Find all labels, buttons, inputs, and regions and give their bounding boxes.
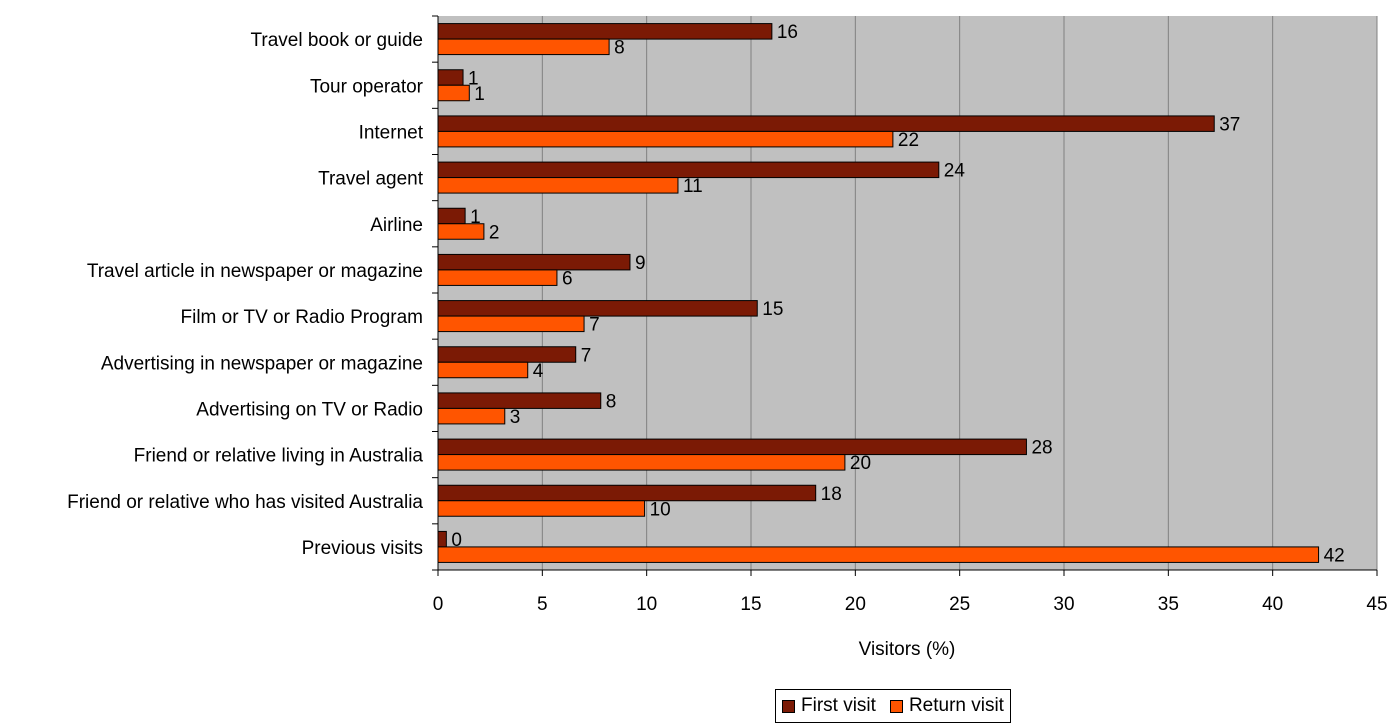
legend-swatch-return-visit <box>889 699 903 713</box>
category-label: Travel agent <box>318 169 424 190</box>
category-label: Tour operator <box>310 76 424 97</box>
bar-return-visit <box>437 38 610 56</box>
x-tick-label: 25 <box>949 594 970 615</box>
bar-first-visit <box>437 115 1215 132</box>
category-label: Travel article in newspaper or magazine <box>87 261 423 282</box>
x-tick-label: 45 <box>1366 594 1387 615</box>
x-tick-label: 15 <box>740 594 761 615</box>
bar-return-visit <box>437 500 646 517</box>
legend-item-return-visit: Return visit <box>889 695 1004 717</box>
bar-return-visit <box>437 546 1320 563</box>
category-label: Travel book or guide <box>250 30 423 51</box>
bar-return-visit <box>437 177 679 194</box>
data-label: 18 <box>821 484 842 505</box>
category-label: Advertising in newspaper or magazine <box>101 353 423 374</box>
bar-return-visit <box>437 269 558 286</box>
data-label: 42 <box>1324 545 1345 566</box>
x-axis-label: Visitors (%) <box>859 639 956 660</box>
data-label: 10 <box>650 499 671 520</box>
legend-item-first-visit: First visit <box>782 695 876 717</box>
category-label: Friend or relative who has visited Austr… <box>67 492 423 513</box>
data-label: 28 <box>1031 438 1052 459</box>
data-label: 1 <box>474 84 485 105</box>
category-label: Previous visits <box>302 538 423 559</box>
data-label: 15 <box>762 299 783 320</box>
bar-first-visit <box>437 346 577 363</box>
bar-first-visit <box>437 207 466 225</box>
x-tick-label: 20 <box>845 594 866 615</box>
data-label: 3 <box>510 407 521 428</box>
x-tick-label: 10 <box>636 594 657 615</box>
bar-return-visit <box>437 130 894 148</box>
x-tick-labels: 0 5 10 15 20 25 30 35 40 45 <box>433 594 1388 615</box>
data-label: 8 <box>614 38 625 59</box>
bar-first-visit <box>437 23 773 40</box>
x-tick-label: 5 <box>537 594 548 615</box>
data-label: 4 <box>533 361 544 382</box>
axes <box>432 15 1378 576</box>
legend-label-return-visit: Return visit <box>908 695 1004 716</box>
bar-first-visit <box>437 69 464 86</box>
data-label: 8 <box>606 391 617 412</box>
category-label: Airline <box>370 215 423 236</box>
data-label: 9 <box>635 253 646 274</box>
x-tick-label: 30 <box>1053 594 1074 615</box>
x-tick-label: 35 <box>1158 594 1179 615</box>
category-label: Film or TV or Radio Program <box>181 307 424 328</box>
bar-return-visit <box>437 407 506 425</box>
data-label: 22 <box>898 130 919 151</box>
bar-first-visit <box>437 484 817 502</box>
plot-area <box>438 16 1377 570</box>
data-label: 1 <box>468 68 479 89</box>
x-tick-label: 40 <box>1262 594 1283 615</box>
data-label: 6 <box>562 268 573 289</box>
category-label: Advertising on TV or Radio <box>196 399 423 420</box>
bar-first-visit <box>437 530 447 548</box>
bar-return-visit <box>437 454 846 471</box>
category-label: Friend or relative living in Australia <box>134 446 424 467</box>
bars <box>437 23 1320 563</box>
legend: First visit Return visit <box>775 689 1011 723</box>
x-tick-label: 0 <box>433 594 444 615</box>
bar-first-visit <box>437 438 1027 456</box>
bar-return-visit <box>437 315 585 333</box>
category-label: Internet <box>359 122 424 143</box>
data-label: 0 <box>451 530 462 551</box>
gridlines <box>541 16 1378 570</box>
data-label: 16 <box>777 22 798 43</box>
bar-return-visit <box>437 361 529 379</box>
legend-label-first-visit: First visit <box>801 695 876 716</box>
bar-first-visit <box>437 253 631 271</box>
data-label: 11 <box>683 176 703 197</box>
data-label: 37 <box>1219 114 1240 135</box>
data-label: 2 <box>489 222 500 243</box>
data-label: 20 <box>850 453 871 474</box>
data-label: 24 <box>944 161 966 182</box>
data-label: 7 <box>589 315 600 336</box>
data-label: 7 <box>581 345 592 366</box>
data-label: 1 <box>470 207 481 228</box>
legend-swatch-first-visit <box>782 699 795 713</box>
category-labels: Travel book or guide Tour operator Interne… <box>67 30 424 559</box>
bar-return-visit <box>437 84 470 102</box>
